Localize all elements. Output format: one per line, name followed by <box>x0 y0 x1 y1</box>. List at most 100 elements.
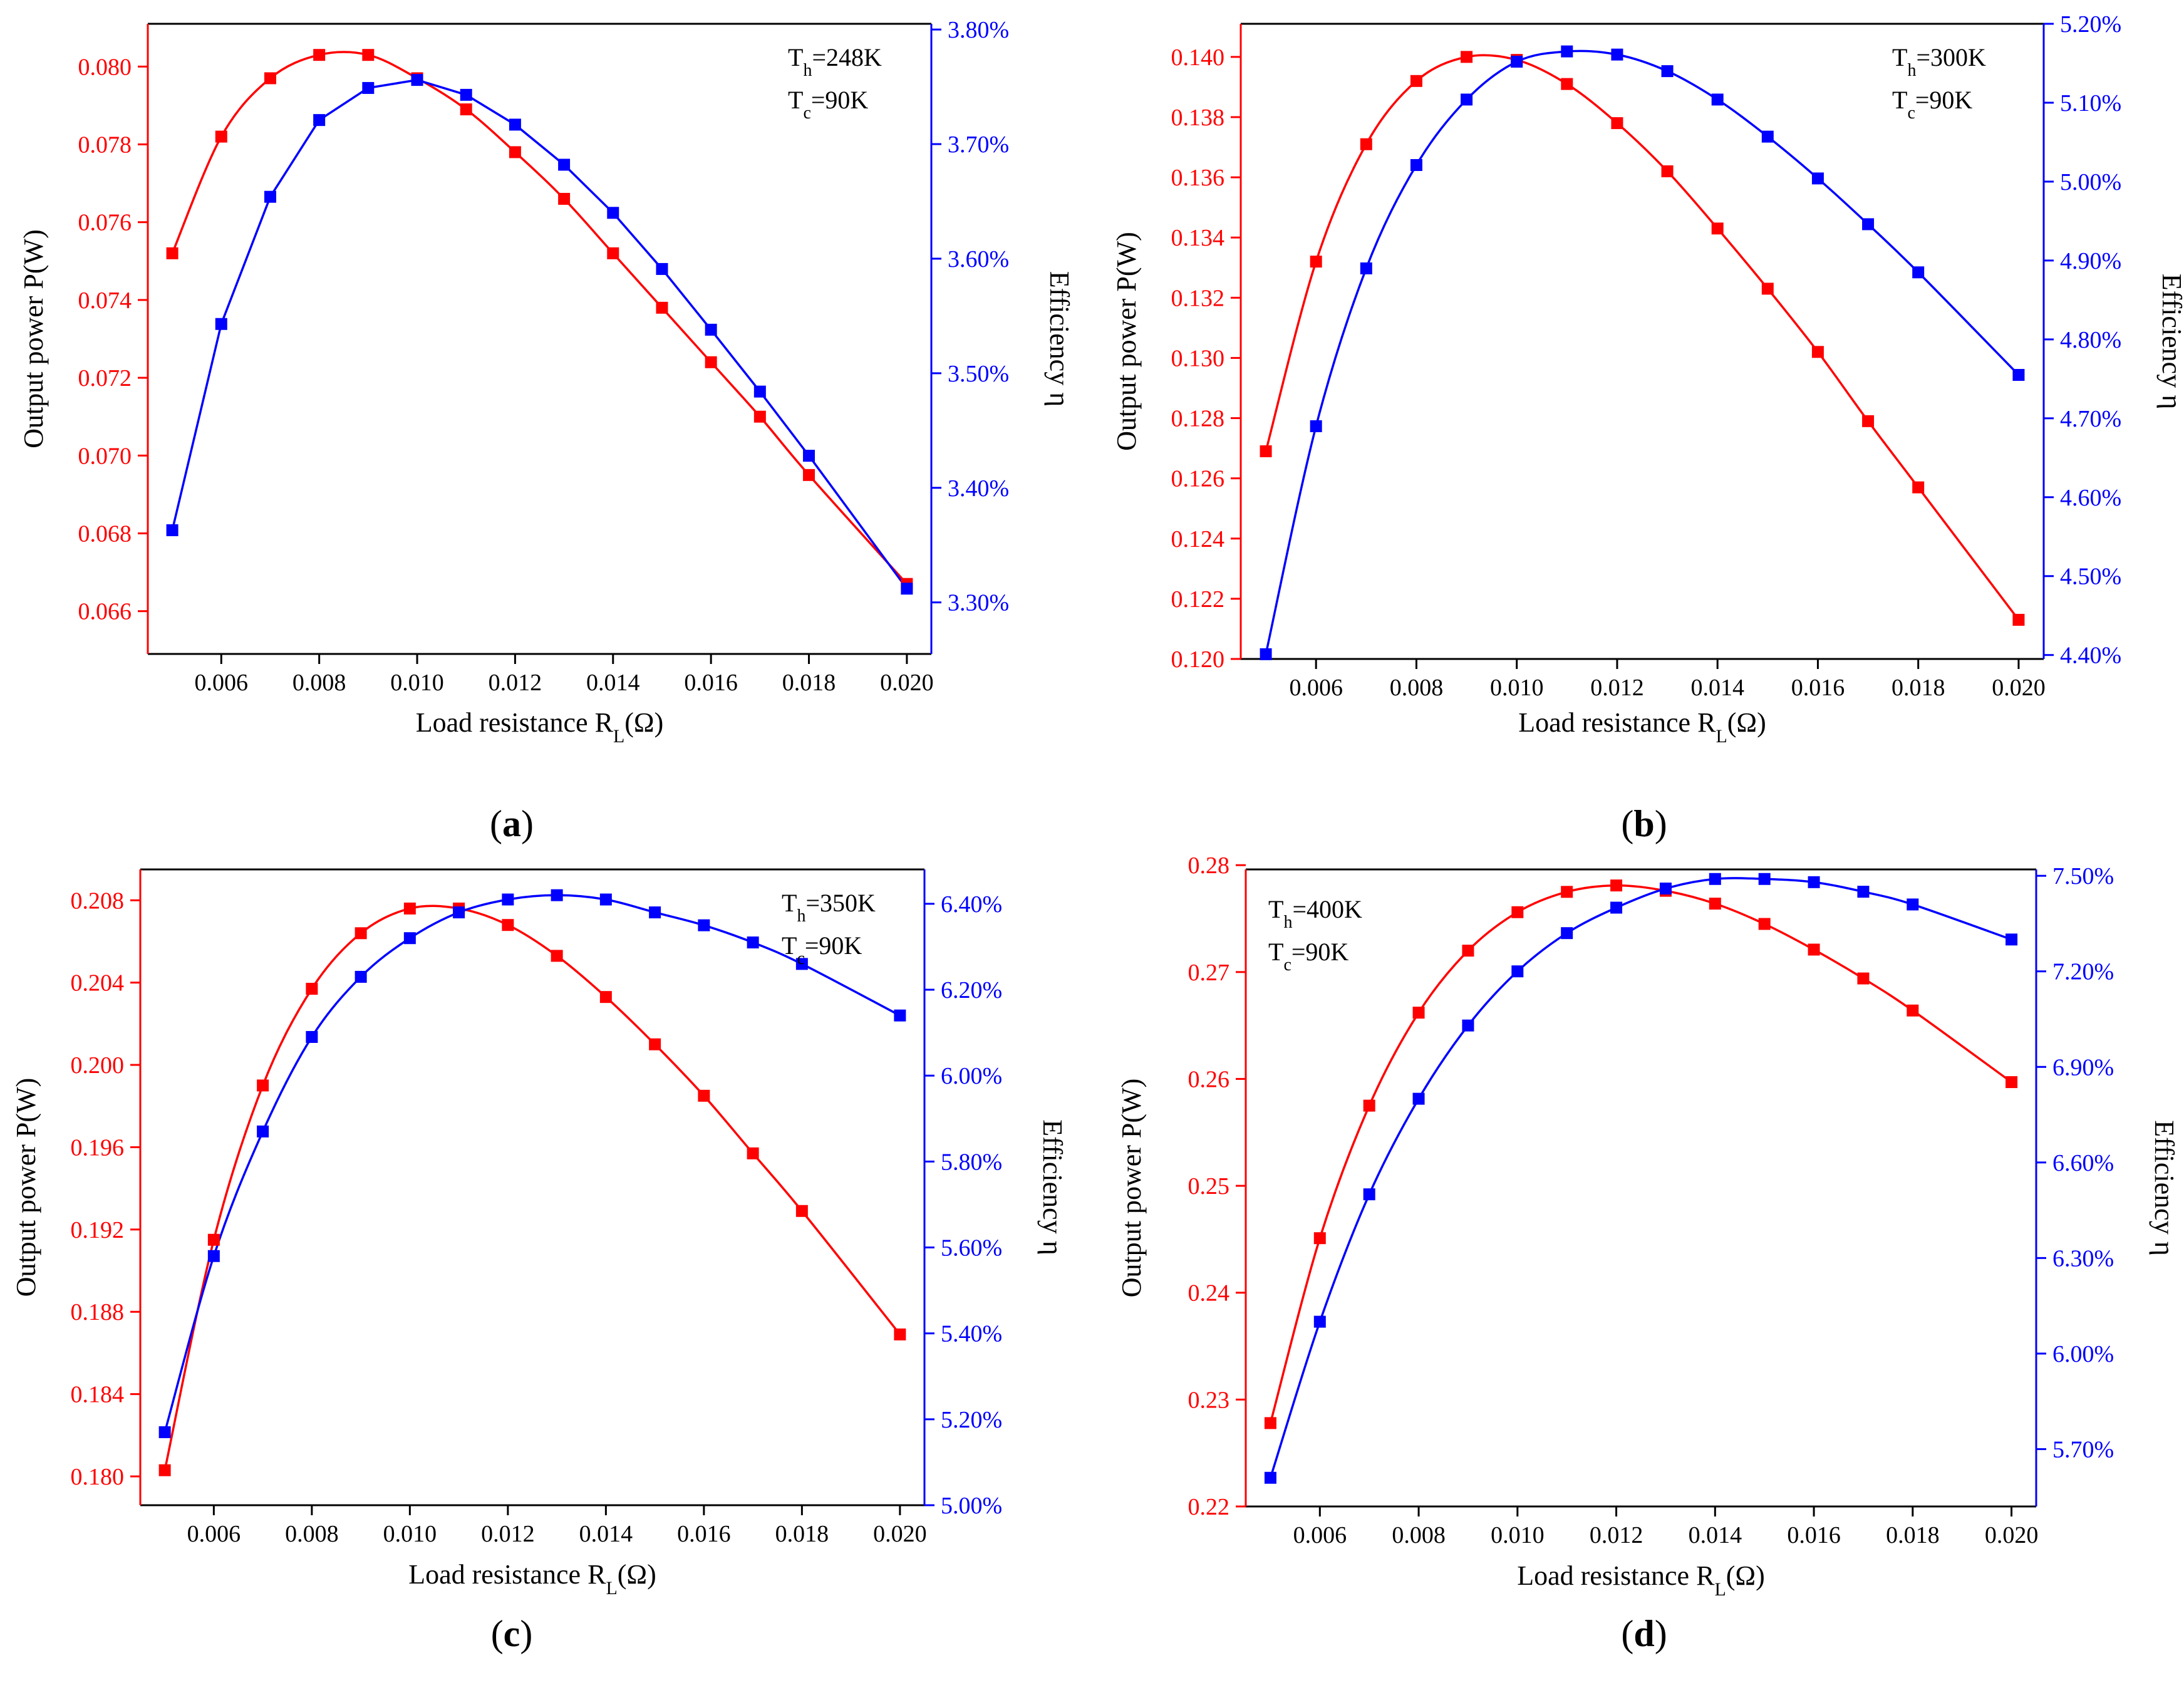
left-y-tick-label: 0.26 <box>1188 1066 1230 1092</box>
x-axis-title: Load resistance RL(Ω) <box>416 707 664 747</box>
left-y-tick-label: 0.134 <box>1171 225 1225 251</box>
power-point <box>460 103 472 116</box>
right-y-tick-label: 3.60% <box>948 246 1009 272</box>
x-tick-label: 0.006 <box>187 1521 241 1547</box>
right-y-tick-label: 6.40% <box>941 891 1002 918</box>
power-point <box>1462 945 1474 957</box>
right-y-tick-label: 5.60% <box>941 1235 1002 1262</box>
efficiency-point <box>1711 93 1724 106</box>
left-y-tick-label: 0.24 <box>1188 1280 1230 1307</box>
efficiency-point <box>656 262 668 275</box>
power-point <box>747 1147 759 1159</box>
power-point <box>158 1464 171 1476</box>
power-point <box>502 919 514 931</box>
hot-temperature-annotation: Th=350K <box>782 889 876 926</box>
left-y-tick-label: 0.192 <box>71 1217 125 1243</box>
panel-caption: (d) <box>1621 1613 1667 1654</box>
right-y-tick-label: 3.70% <box>948 132 1009 158</box>
power-point <box>1709 898 1721 910</box>
efficiency-series-line <box>171 78 908 589</box>
power-point <box>1611 117 1623 130</box>
efficiency-point <box>649 906 661 919</box>
efficiency-point <box>306 1030 318 1043</box>
cold-temperature-annotation: Tc=90K <box>1892 86 1972 123</box>
power-point <box>166 247 179 259</box>
x-tick-label: 0.006 <box>1293 1522 1347 1548</box>
right-y-tick-label: 4.40% <box>2060 643 2121 669</box>
x-tick-label: 0.018 <box>1892 675 1945 701</box>
power-point <box>1711 222 1724 235</box>
left-y-tick-label: 0.076 <box>78 210 132 236</box>
efficiency-point <box>1264 1471 1276 1484</box>
efficiency-series-line <box>163 894 901 1433</box>
efficiency-point <box>1862 218 1875 231</box>
efficiency-point <box>607 207 619 219</box>
x-tick-label: 0.016 <box>684 670 738 696</box>
x-axis-title: Load resistance RL(Ω) <box>1517 1560 1765 1600</box>
panel-caption: (c) <box>491 1613 533 1654</box>
right-y-tick-label: 4.70% <box>2060 406 2121 432</box>
power-point <box>1907 1004 1919 1017</box>
right-y-axis-title: Efficiency η <box>2149 1120 2180 1255</box>
efficiency-point <box>166 524 179 536</box>
left-y-tick-label: 0.208 <box>71 888 125 914</box>
right-y-tick-label: 5.00% <box>2060 169 2121 195</box>
x-tick-label: 0.016 <box>1791 675 1845 701</box>
right-y-tick-label: 6.00% <box>941 1063 1002 1089</box>
power-point <box>1862 415 1875 427</box>
efficiency-point <box>264 190 276 203</box>
efficiency-series-line <box>1265 49 2020 655</box>
power-point <box>207 1233 220 1246</box>
left-y-tick-label: 0.068 <box>78 521 132 547</box>
right-y-tick-label: 3.30% <box>948 590 1009 616</box>
power-point <box>1857 972 1870 985</box>
right-y-tick-label: 5.80% <box>941 1149 1002 1175</box>
left-y-tick-label: 0.22 <box>1188 1494 1230 1520</box>
efficiency-point <box>1310 420 1322 432</box>
efficiency-point <box>1410 158 1422 171</box>
power-point <box>1610 879 1623 892</box>
efficiency-point <box>753 385 766 398</box>
efficiency-point <box>1461 93 1473 106</box>
power-point <box>1912 481 1925 494</box>
x-tick-label: 0.012 <box>1590 1522 1643 1548</box>
x-tick-label: 0.014 <box>1689 1522 1742 1548</box>
right-y-tick-label: 5.20% <box>2060 11 2121 38</box>
efficiency-point <box>1857 886 1870 898</box>
efficiency-point <box>901 583 913 595</box>
left-y-axis-title: Output power P(W) <box>11 1078 41 1297</box>
x-tick-label: 0.020 <box>1985 1522 2039 1548</box>
power-point <box>1808 943 1820 956</box>
left-y-tick-label: 0.200 <box>71 1052 125 1079</box>
efficiency-point <box>1661 65 1674 78</box>
chart-panel-c: 0.006 0.008 0.010 0.012 0.014 0.016 0.018 0.020… <box>11 868 1068 1654</box>
power-point <box>1511 906 1524 918</box>
efficiency-point <box>1511 965 1524 978</box>
power-point <box>403 902 416 915</box>
left-y-tick-label: 0.066 <box>78 599 132 625</box>
x-tick-label: 0.010 <box>1490 675 1544 701</box>
efficiency-point <box>747 936 759 949</box>
right-y-tick-label: 5.40% <box>941 1321 1002 1347</box>
left-y-tick-label: 0.070 <box>78 443 132 469</box>
right-y-tick-label: 6.00% <box>2052 1341 2114 1367</box>
power-point <box>656 301 668 314</box>
power-point <box>1363 1099 1375 1112</box>
hot-temperature-annotation: Th=248K <box>788 43 882 80</box>
efficiency-point <box>1610 901 1623 914</box>
x-tick-label: 0.010 <box>1491 1522 1545 1548</box>
panel-caption: (b) <box>1621 803 1667 844</box>
left-y-tick-label: 0.080 <box>78 54 132 80</box>
efficiency-point <box>355 970 367 983</box>
right-y-tick-label: 3.80% <box>948 17 1009 43</box>
power-point <box>599 991 612 1003</box>
efficiency-point <box>207 1250 220 1262</box>
left-y-tick-label: 0.120 <box>1171 646 1225 673</box>
left-y-tick-label: 0.124 <box>1171 526 1225 552</box>
power-point <box>257 1079 269 1092</box>
power-point <box>795 1205 808 1217</box>
left-y-tick-label: 0.132 <box>1171 285 1225 311</box>
power-point <box>1260 445 1272 457</box>
cold-temperature-annotation: Tc=90K <box>1268 938 1348 975</box>
